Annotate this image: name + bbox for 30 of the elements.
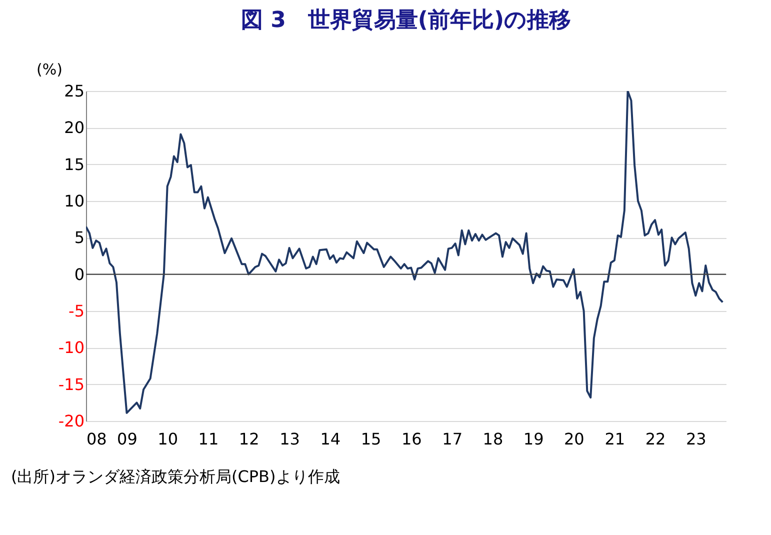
y-tick-label: 15: [64, 154, 84, 174]
x-tick-label: 14: [320, 430, 341, 448]
y-tick-label: -20: [58, 412, 84, 430]
x-tick-label: 20: [564, 430, 584, 448]
x-tick-label: 23: [686, 430, 706, 448]
y-tick-label: -15: [58, 374, 84, 394]
x-tick-label: 21: [604, 430, 626, 448]
y-tick-label: 5: [74, 228, 84, 248]
x-tick-label: 18: [482, 430, 504, 448]
y-tick-label: -5: [68, 302, 84, 320]
line-series: [86, 91, 724, 414]
x-tick-label: 13: [280, 430, 300, 448]
y-tick-label: 0: [74, 264, 84, 284]
x-tick-label: 12: [238, 430, 260, 448]
x-tick-label: 08: [86, 430, 107, 448]
x-tick-label: 10: [158, 430, 178, 448]
y-axis-title: (%): [36, 60, 62, 78]
y-tick-label: 25: [64, 82, 84, 100]
text: (出所)オランダ経済政策分析局(CPB)より作成: [11, 467, 340, 486]
x-tick-label: 19: [523, 430, 544, 448]
x-tick-label: 22: [645, 430, 666, 448]
chart-title: 図 3 世界貿易量(前年比)の推移: [240, 8, 572, 33]
y-tick-label: -10: [58, 338, 84, 358]
x-tick-label: 09: [117, 430, 138, 448]
x-tick-label: 17: [442, 430, 463, 448]
x-tick-label: 11: [198, 430, 219, 448]
y-tick-label: 20: [64, 118, 84, 138]
x-tick-label: 16: [401, 430, 422, 448]
x-tick-label: 15: [360, 430, 382, 448]
y-tick-label: 10: [64, 192, 84, 210]
